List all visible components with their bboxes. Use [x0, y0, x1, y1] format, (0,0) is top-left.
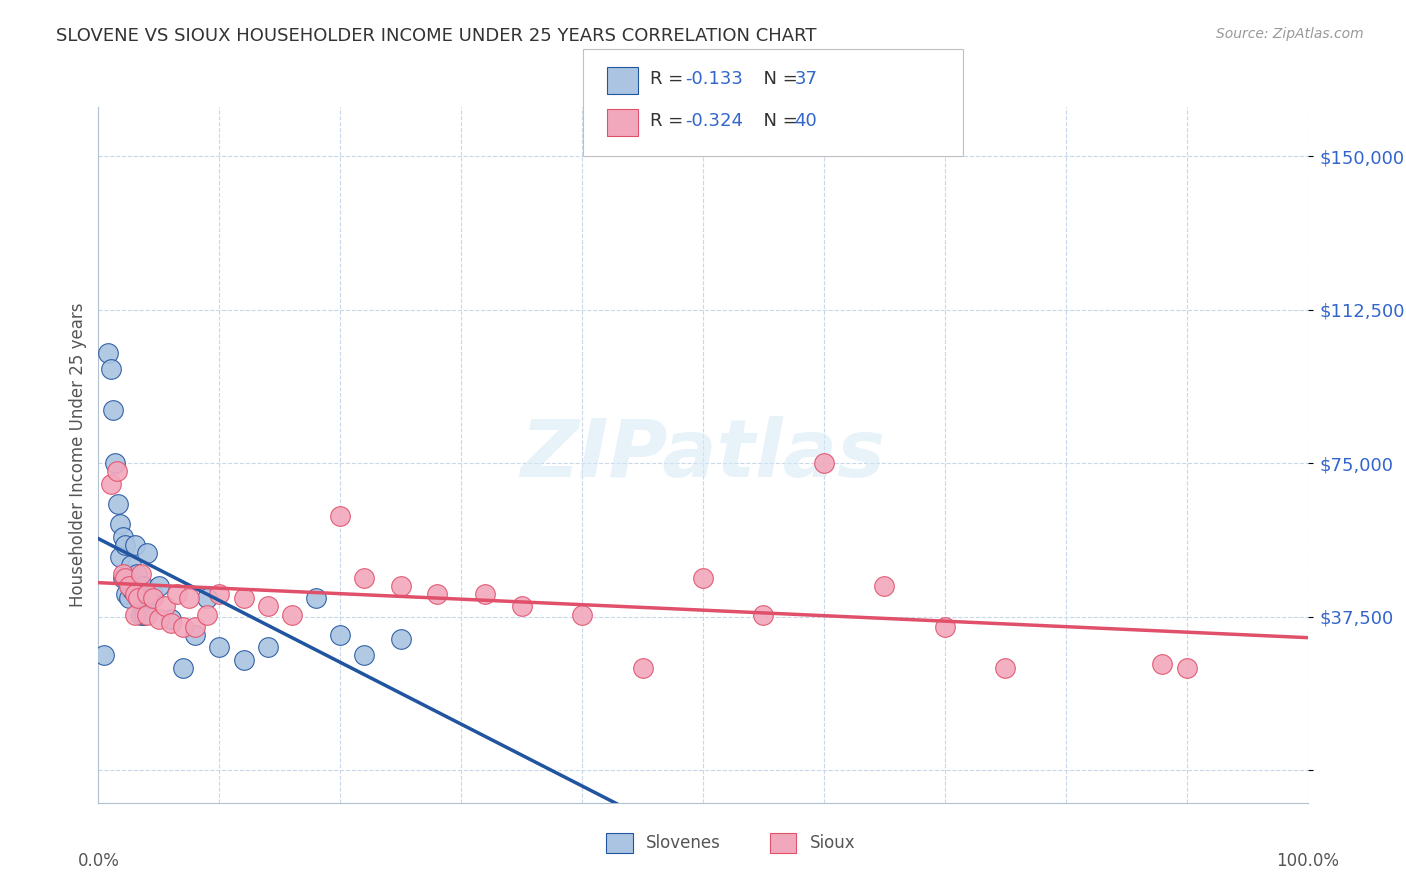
Point: [100, 362, 122, 376]
FancyBboxPatch shape: [769, 833, 796, 853]
Point: [124, 538, 146, 552]
Point: [281, 607, 304, 622]
Point: [108, 517, 131, 532]
Point: [353, 571, 375, 585]
Text: Slovenes: Slovenes: [647, 834, 721, 852]
Point: [142, 591, 165, 606]
Point: [148, 579, 170, 593]
Point: [124, 587, 146, 601]
Point: [108, 550, 131, 565]
Point: [135, 607, 157, 622]
Point: [195, 607, 218, 622]
Point: [389, 632, 412, 646]
Point: [631, 661, 654, 675]
FancyBboxPatch shape: [606, 833, 633, 853]
Point: [100, 476, 122, 491]
Point: [93, 648, 115, 663]
Point: [148, 612, 170, 626]
Point: [111, 571, 134, 585]
Point: [692, 571, 714, 585]
Point: [426, 587, 449, 601]
Point: [138, 591, 160, 606]
Text: Sioux: Sioux: [810, 834, 855, 852]
Point: [153, 599, 176, 614]
Text: N =: N =: [752, 112, 804, 130]
Point: [1175, 661, 1198, 675]
Text: N =: N =: [752, 70, 804, 88]
Point: [256, 640, 278, 655]
Point: [177, 591, 201, 606]
Point: [934, 620, 956, 634]
Text: 100.0%: 100.0%: [1277, 852, 1339, 870]
Point: [124, 607, 146, 622]
Point: [571, 607, 593, 622]
Y-axis label: Householder Income Under 25 years: Householder Income Under 25 years: [69, 302, 87, 607]
Point: [305, 591, 328, 606]
Text: SLOVENE VS SIOUX HOUSEHOLDER INCOME UNDER 25 YEARS CORRELATION CHART: SLOVENE VS SIOUX HOUSEHOLDER INCOME UNDE…: [56, 27, 817, 45]
Point: [129, 566, 152, 581]
Point: [195, 591, 218, 606]
Text: -0.133: -0.133: [685, 70, 742, 88]
Point: [135, 546, 157, 560]
Point: [172, 661, 194, 675]
Text: R =: R =: [650, 70, 689, 88]
Text: 40: 40: [794, 112, 817, 130]
Point: [160, 612, 183, 626]
Point: [184, 628, 207, 642]
Point: [389, 579, 412, 593]
Point: [1152, 657, 1174, 671]
Point: [510, 599, 533, 614]
Text: Source: ZipAtlas.com: Source: ZipAtlas.com: [1216, 27, 1364, 41]
Point: [111, 566, 134, 581]
Point: [114, 538, 136, 552]
Text: ZIPatlas: ZIPatlas: [520, 416, 886, 494]
Point: [104, 456, 127, 470]
Text: 0.0%: 0.0%: [77, 852, 120, 870]
Point: [208, 640, 231, 655]
Point: [114, 571, 136, 585]
Point: [873, 579, 896, 593]
Point: [256, 599, 278, 614]
Point: [127, 591, 149, 606]
Point: [752, 607, 775, 622]
Point: [353, 648, 375, 663]
Point: [129, 607, 152, 622]
Point: [134, 607, 156, 622]
Point: [121, 582, 143, 597]
Point: [232, 652, 254, 666]
Point: [105, 464, 128, 478]
Point: [994, 661, 1017, 675]
Point: [166, 587, 188, 601]
Point: [329, 628, 352, 642]
Point: [232, 591, 254, 606]
Point: [127, 566, 149, 581]
Point: [172, 620, 194, 634]
Point: [160, 615, 183, 630]
Text: R =: R =: [650, 112, 689, 130]
Point: [120, 558, 142, 573]
Point: [329, 509, 352, 524]
Point: [118, 591, 141, 606]
Text: -0.324: -0.324: [685, 112, 742, 130]
Point: [474, 587, 496, 601]
Text: 37: 37: [794, 70, 817, 88]
Point: [142, 587, 165, 601]
Point: [101, 403, 124, 417]
Point: [111, 530, 134, 544]
Point: [184, 620, 207, 634]
Point: [813, 456, 835, 470]
Point: [135, 587, 157, 601]
Point: [107, 497, 129, 511]
Point: [132, 579, 155, 593]
Point: [118, 579, 141, 593]
Point: [118, 566, 141, 581]
Point: [97, 345, 120, 359]
Point: [208, 587, 231, 601]
Point: [127, 591, 149, 606]
Point: [115, 587, 138, 601]
